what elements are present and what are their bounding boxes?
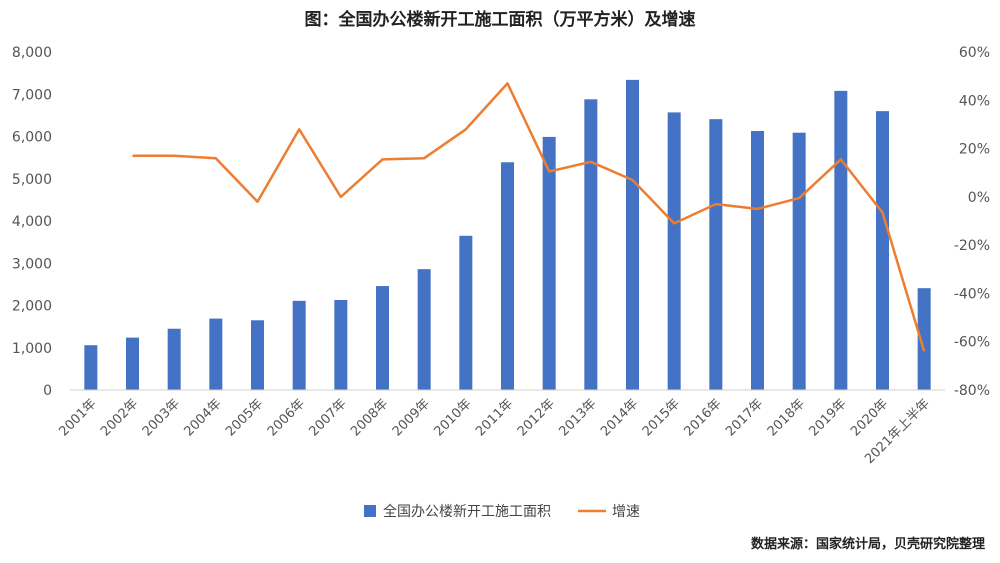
right-tick-label: 60% — [959, 45, 990, 61]
x-tick-label: 2013年 — [556, 396, 599, 439]
bar — [84, 345, 98, 390]
x-tick-label: 2015年 — [640, 396, 683, 439]
growth-line — [132, 82, 926, 352]
bar — [251, 320, 264, 390]
bar — [501, 162, 514, 390]
x-tick-label: 2014年 — [598, 396, 641, 439]
x-tick-label: 2010年 — [431, 396, 474, 439]
line-series — [132, 82, 926, 352]
x-tick-label: 2016年 — [681, 396, 724, 439]
bar — [542, 136, 556, 390]
left-y-axis: 0 1,000 2,000 3,000 4,000 5,000 6,000 7,000 8,00… — [12, 45, 52, 399]
x-tick-label: 2017年 — [723, 396, 766, 439]
bar — [334, 300, 348, 390]
bar — [792, 132, 806, 390]
right-tick-label: -40% — [954, 286, 990, 302]
legend-line-label: 增速 — [612, 504, 640, 520]
x-tick-label: 2006年 — [265, 396, 308, 439]
bar — [667, 112, 681, 390]
x-tick-label: 2011年 — [473, 396, 516, 439]
x-tick-label: 2004年 — [181, 396, 224, 439]
bar — [459, 235, 473, 390]
right-tick-label: 20% — [959, 142, 990, 158]
x-tick-label: 2019年 — [806, 396, 849, 439]
right-tick-label: 40% — [959, 93, 990, 109]
x-tick-label: 2012年 — [515, 396, 558, 439]
bar — [751, 131, 764, 390]
bar-series — [84, 79, 931, 391]
right-tick-label: 0% — [968, 190, 990, 206]
bar — [167, 328, 181, 390]
left-tick-label: 4,000 — [12, 214, 52, 230]
left-tick-label: 0 — [43, 383, 52, 399]
x-tick-label: 2018年 — [765, 396, 808, 439]
x-tick-label: 2003年 — [140, 396, 183, 439]
bar — [292, 300, 306, 390]
source-note: 数据来源：国家统计局，贝壳研究院整理 — [751, 536, 985, 552]
left-tick-label: 8,000 — [12, 45, 52, 61]
bar — [126, 337, 139, 390]
bar — [417, 269, 431, 390]
legend-bar-label: 全国办公楼新开工施工面积 — [383, 503, 551, 520]
right-tick-label: -20% — [954, 238, 990, 254]
chart-title: 图：全国办公楼新开工施工面积（万平方米）及增速 — [305, 9, 696, 30]
left-tick-label: 7,000 — [12, 87, 52, 103]
legend: 全国办公楼新开工施工面积 增速 — [364, 503, 640, 520]
left-tick-label: 1,000 — [12, 341, 52, 357]
left-tick-label: 6,000 — [12, 130, 52, 146]
x-tick-label: 2002年 — [98, 396, 141, 439]
x-axis: 2001年2002年2003年2004年2005年2006年2007年2008年… — [56, 389, 945, 467]
x-tick-label: 2005年 — [223, 396, 266, 439]
x-tick-label: 2001年 — [56, 396, 99, 439]
right-tick-label: -60% — [954, 335, 990, 351]
bar — [584, 99, 598, 390]
bar — [834, 90, 848, 391]
x-tick-label: 2008年 — [348, 396, 391, 439]
right-tick-label: -80% — [954, 383, 990, 399]
left-tick-label: 5,000 — [12, 172, 52, 188]
left-tick-label: 3,000 — [12, 256, 52, 272]
left-tick-label: 2,000 — [12, 299, 52, 315]
bar — [917, 288, 931, 390]
bar — [876, 111, 889, 391]
legend-bar-swatch — [364, 505, 376, 517]
bar — [626, 79, 639, 390]
x-tick-label: 2009年 — [390, 396, 433, 439]
bar — [209, 318, 223, 390]
bar — [376, 286, 389, 390]
x-tick-label: 2007年 — [306, 396, 349, 439]
right-y-axis: -80% -60% -40% -20% 0% 20% 40% 60% — [954, 45, 990, 399]
bar — [709, 119, 723, 391]
